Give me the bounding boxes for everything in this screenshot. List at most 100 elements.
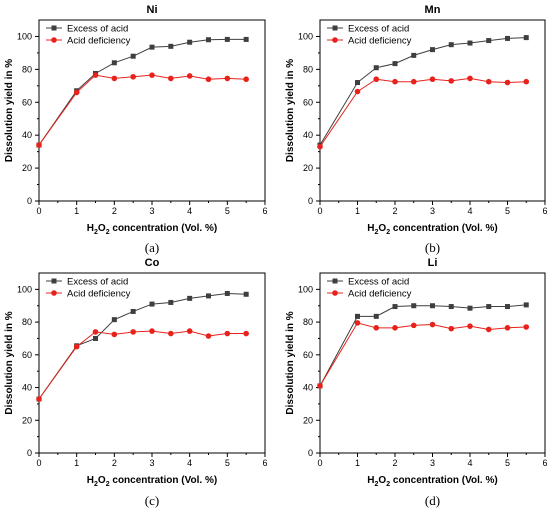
- x-tick-label: 1: [355, 206, 360, 216]
- data-point: [92, 72, 99, 78]
- data-point: [505, 35, 510, 41]
- y-axis-title: Dissolution yield in %: [285, 59, 296, 162]
- series-excess-of-acid: [317, 302, 529, 389]
- data-point: [410, 78, 417, 85]
- y-tick-label: 60: [22, 350, 32, 360]
- x-tick-label: 2: [392, 206, 397, 216]
- data-point: [448, 78, 455, 84]
- x-tick-label: 1: [355, 458, 360, 468]
- y-tick-label: 40: [22, 383, 32, 393]
- x-axis-title-part: O: [378, 475, 386, 486]
- series-acid-deficiency: [36, 72, 249, 148]
- legend-label: Acid deficiency: [348, 36, 412, 47]
- data-point: [243, 76, 249, 83]
- x-axis-title: H2O2 concentration (Vol. %): [87, 223, 217, 236]
- data-point: [130, 53, 136, 59]
- series-excess-of-acid: [36, 36, 249, 148]
- data-point: [523, 35, 529, 41]
- legend-marker: [51, 290, 57, 296]
- x-tick-label: 1: [74, 206, 79, 216]
- data-point: [429, 76, 436, 83]
- x-axis-title-subscript: 2: [94, 481, 98, 488]
- data-point: [485, 78, 492, 85]
- data-point: [130, 73, 136, 80]
- data-point: [36, 142, 42, 148]
- x-tick-label: 6: [542, 206, 547, 216]
- y-axis-title: Dissolution yield in %: [4, 311, 15, 414]
- legend-marker: [51, 278, 57, 284]
- y-tick-label: 100: [298, 31, 313, 41]
- legend-label: Acid deficiency: [67, 289, 131, 300]
- data-point: [224, 36, 230, 42]
- x-tick-label: 6: [542, 458, 547, 468]
- data-point: [467, 40, 473, 46]
- x-tick-label: 6: [262, 206, 267, 216]
- legend-label: Excess of acid: [348, 24, 409, 35]
- chart-title: Mn: [425, 4, 441, 16]
- data-point: [168, 43, 174, 49]
- x-tick-label: 2: [392, 458, 397, 468]
- y-axis-title: Dissolution yield in %: [285, 311, 296, 414]
- data-point: [206, 37, 211, 43]
- data-point: [149, 301, 155, 307]
- x-axis-title-part: O: [378, 223, 386, 234]
- data-point: [93, 335, 98, 341]
- y-tick-label: 0: [27, 196, 32, 206]
- x-tick-label: 4: [187, 206, 192, 216]
- data-point: [243, 36, 249, 42]
- data-point: [392, 78, 398, 85]
- series-excess-of-acid: [317, 35, 529, 148]
- series-acid-deficiency: [317, 320, 530, 389]
- series-line: [38, 292, 247, 400]
- series-line: [319, 304, 527, 387]
- x-axis-title-subscript: 2: [375, 229, 379, 236]
- data-point: [504, 79, 511, 86]
- x-axis-title-subscript: 2: [94, 229, 98, 236]
- x-tick-label: 5: [505, 206, 510, 216]
- x-axis-title-part: concentration (Vol. %): [390, 475, 498, 486]
- y-tick-label: 20: [22, 415, 32, 425]
- y-tick-label: 80: [303, 317, 313, 327]
- x-axis-title-part: H: [87, 223, 94, 234]
- data-point: [467, 75, 473, 82]
- data-point: [186, 328, 193, 334]
- x-axis-title-subscript: 2: [375, 481, 379, 488]
- data-point: [373, 325, 380, 331]
- x-tick-label: 0: [317, 458, 322, 468]
- x-tick-label: 5: [225, 206, 230, 216]
- data-point: [523, 324, 530, 330]
- data-point: [448, 325, 455, 332]
- x-tick-label: 4: [467, 458, 472, 468]
- series-acid-deficiency: [36, 328, 249, 402]
- legend-marker: [51, 37, 57, 43]
- x-tick-label: 0: [36, 206, 41, 216]
- data-point: [392, 325, 398, 331]
- x-tick-label: 5: [505, 458, 510, 468]
- chart-title: Ni: [147, 4, 158, 16]
- y-tick-label: 0: [27, 448, 32, 458]
- data-point: [373, 65, 379, 71]
- x-axis-title-subscript: 2: [106, 481, 110, 488]
- y-tick-label: 100: [17, 31, 32, 41]
- x-tick-label: 1: [74, 458, 79, 468]
- panel-caption: (a): [145, 240, 159, 255]
- data-point: [392, 61, 398, 67]
- x-axis-title: H2O2 concentration (Vol. %): [367, 223, 497, 236]
- data-point: [149, 44, 155, 50]
- panel-caption: (c): [145, 493, 159, 508]
- data-point: [354, 320, 361, 326]
- data-point: [317, 383, 323, 389]
- legend-label: Excess of acid: [67, 24, 128, 35]
- data-point: [430, 303, 435, 309]
- x-tick-label: 6: [262, 458, 267, 468]
- y-tick-label: 0: [308, 448, 313, 458]
- x-axis-title-subscript: 2: [386, 481, 390, 488]
- data-point: [523, 78, 530, 85]
- data-point: [411, 52, 417, 58]
- data-point: [130, 308, 136, 314]
